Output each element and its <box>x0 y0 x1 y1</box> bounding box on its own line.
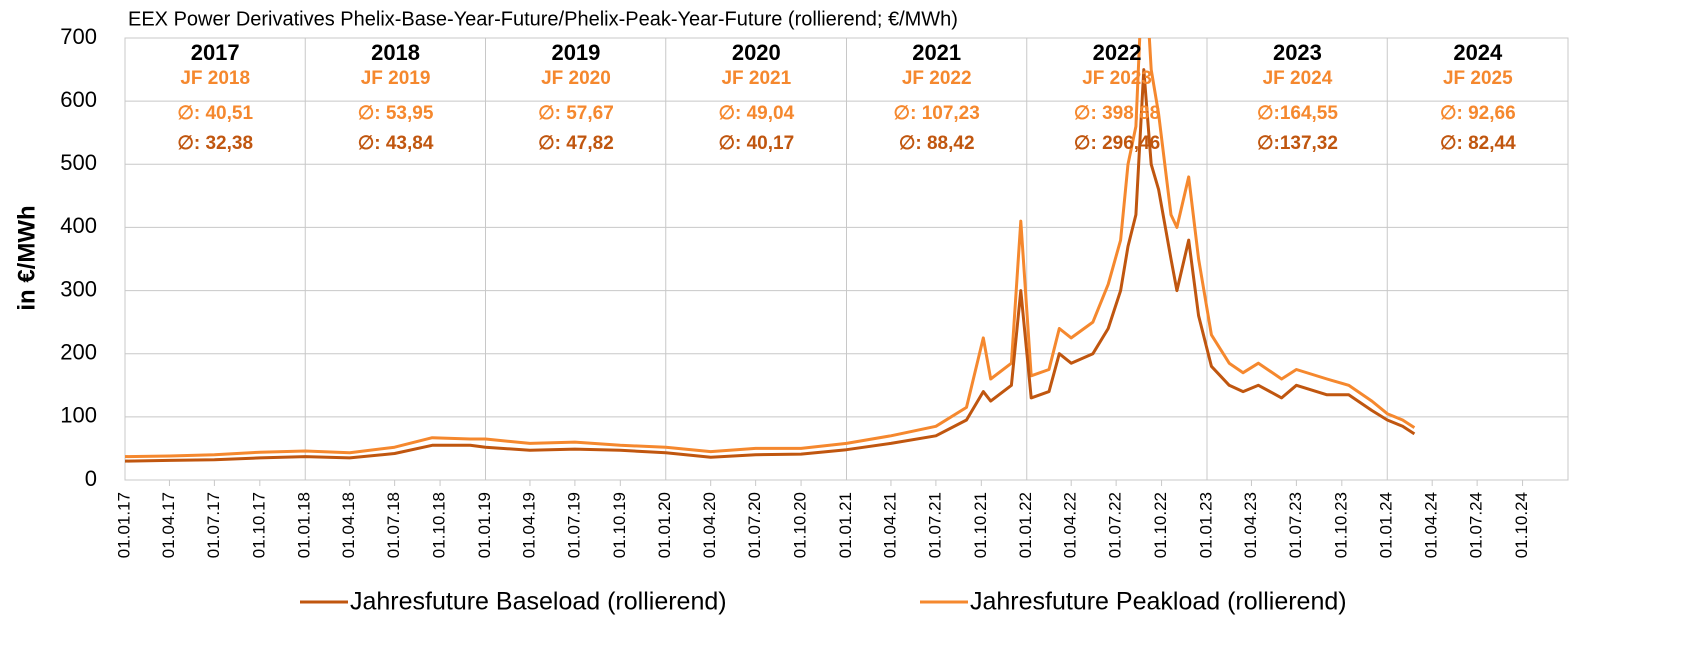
year-label: 2022 <box>1093 40 1142 65</box>
contract-label: JF 2023 <box>1082 68 1152 89</box>
x-tick-label: 01.07.21 <box>925 492 944 558</box>
x-tick-label: 01.10.21 <box>971 492 990 558</box>
y-tick-label: 0 <box>85 466 97 491</box>
x-tick-label: 01.01.18 <box>295 492 314 558</box>
x-tick-label: 01.10.17 <box>249 492 268 558</box>
base-average: ∅: 43,84 <box>358 133 434 154</box>
base-average: ∅: 40,17 <box>718 133 794 154</box>
base-average: ∅: 82,44 <box>1440 133 1516 154</box>
peak-average: ∅: 107,23 <box>894 103 980 124</box>
chart-title: EEX Power Derivatives Phelix-Base-Year-F… <box>128 8 958 30</box>
contract-label: JF 2018 <box>180 68 250 89</box>
year-label: 2017 <box>191 40 240 65</box>
x-tick-label: 01.04.20 <box>700 492 719 558</box>
y-tick-label: 700 <box>60 24 97 49</box>
x-tick-label: 01.01.20 <box>655 492 674 558</box>
year-label: 2020 <box>732 40 781 65</box>
x-tick-label: 01.07.20 <box>745 492 764 558</box>
x-tick-label: 01.04.21 <box>880 492 899 558</box>
x-tick-label: 01.01.19 <box>475 492 494 558</box>
contract-label: JF 2020 <box>541 68 611 89</box>
x-tick-label: 01.07.23 <box>1286 492 1305 558</box>
x-tick-label: 01.10.19 <box>610 492 629 558</box>
peak-average: ∅: 57,67 <box>538 103 614 124</box>
year-label: 2018 <box>371 40 420 65</box>
base-average: ∅: 296,46 <box>1074 133 1160 154</box>
x-tick-label: 01.07.17 <box>204 492 223 558</box>
series-line <box>125 68 1416 463</box>
legend-label: Jahresfuture Peakload (rollierend) <box>970 588 1347 616</box>
y-tick-label: 300 <box>60 276 97 301</box>
x-tick-label: 01.07.19 <box>564 492 583 558</box>
plot-area <box>125 38 1416 463</box>
x-tick-label: 01.07.24 <box>1467 492 1486 558</box>
contract-label: JF 2025 <box>1443 68 1513 89</box>
x-tick-label: 01.10.24 <box>1512 492 1531 558</box>
peak-average: ∅: 53,95 <box>358 103 434 124</box>
x-tick-label: 01.01.24 <box>1377 492 1396 558</box>
x-tick-label: 01.10.22 <box>1151 492 1170 558</box>
year-label: 2019 <box>551 40 600 65</box>
contract-label: JF 2022 <box>902 68 972 89</box>
x-tick-label: 01.01.23 <box>1196 492 1215 558</box>
y-tick-label: 200 <box>60 340 97 365</box>
y-tick-label: 100 <box>60 403 97 428</box>
base-average: ∅: 88,42 <box>899 133 975 154</box>
series-line <box>125 38 1416 459</box>
x-tick-label: 01.04.23 <box>1241 492 1260 558</box>
y-tick-label: 400 <box>60 213 97 238</box>
x-tick-label: 01.04.17 <box>159 492 178 558</box>
x-tick-label: 01.07.22 <box>1106 492 1125 558</box>
plot-border <box>124 37 1569 481</box>
peak-average: ∅: 398,88 <box>1074 103 1160 124</box>
base-average: ∅:137,32 <box>1257 133 1338 154</box>
x-tick-label: 01.10.18 <box>430 492 449 558</box>
x-tick-label: 01.04.22 <box>1061 492 1080 558</box>
peak-average: ∅: 92,66 <box>1440 103 1516 124</box>
x-tick-label: 01.01.21 <box>836 492 855 558</box>
peak-average: ∅: 40,51 <box>177 103 253 124</box>
y-axis-label: in €/MWh <box>13 205 40 310</box>
contract-label: JF 2024 <box>1263 68 1333 89</box>
base-average: ∅: 47,82 <box>538 133 614 154</box>
base-average: ∅: 32,38 <box>177 133 253 154</box>
x-tick-label: 01.01.22 <box>1016 492 1035 558</box>
peak-average: ∅:164,55 <box>1257 103 1338 124</box>
year-label: 2021 <box>912 40 961 65</box>
x-tick-label: 01.04.18 <box>339 492 358 558</box>
y-tick-label: 500 <box>60 150 97 175</box>
year-label: 2023 <box>1273 40 1322 65</box>
y-tick-label: 600 <box>60 87 97 112</box>
legend-label: Jahresfuture Baseload (rollierend) <box>350 588 727 616</box>
x-tick-label: 01.01.17 <box>114 492 133 558</box>
x-tick-label: 01.10.20 <box>791 492 810 558</box>
contract-label: JF 2021 <box>721 68 791 89</box>
x-tick-label: 01.07.18 <box>384 492 403 558</box>
x-tick-label: 01.04.19 <box>519 492 538 558</box>
year-label: 2024 <box>1453 40 1503 65</box>
peak-average: ∅: 49,04 <box>718 103 794 124</box>
contract-label: JF 2019 <box>361 68 431 89</box>
x-tick-label: 01.10.23 <box>1331 492 1350 558</box>
x-tick-label: 01.04.24 <box>1422 492 1441 558</box>
